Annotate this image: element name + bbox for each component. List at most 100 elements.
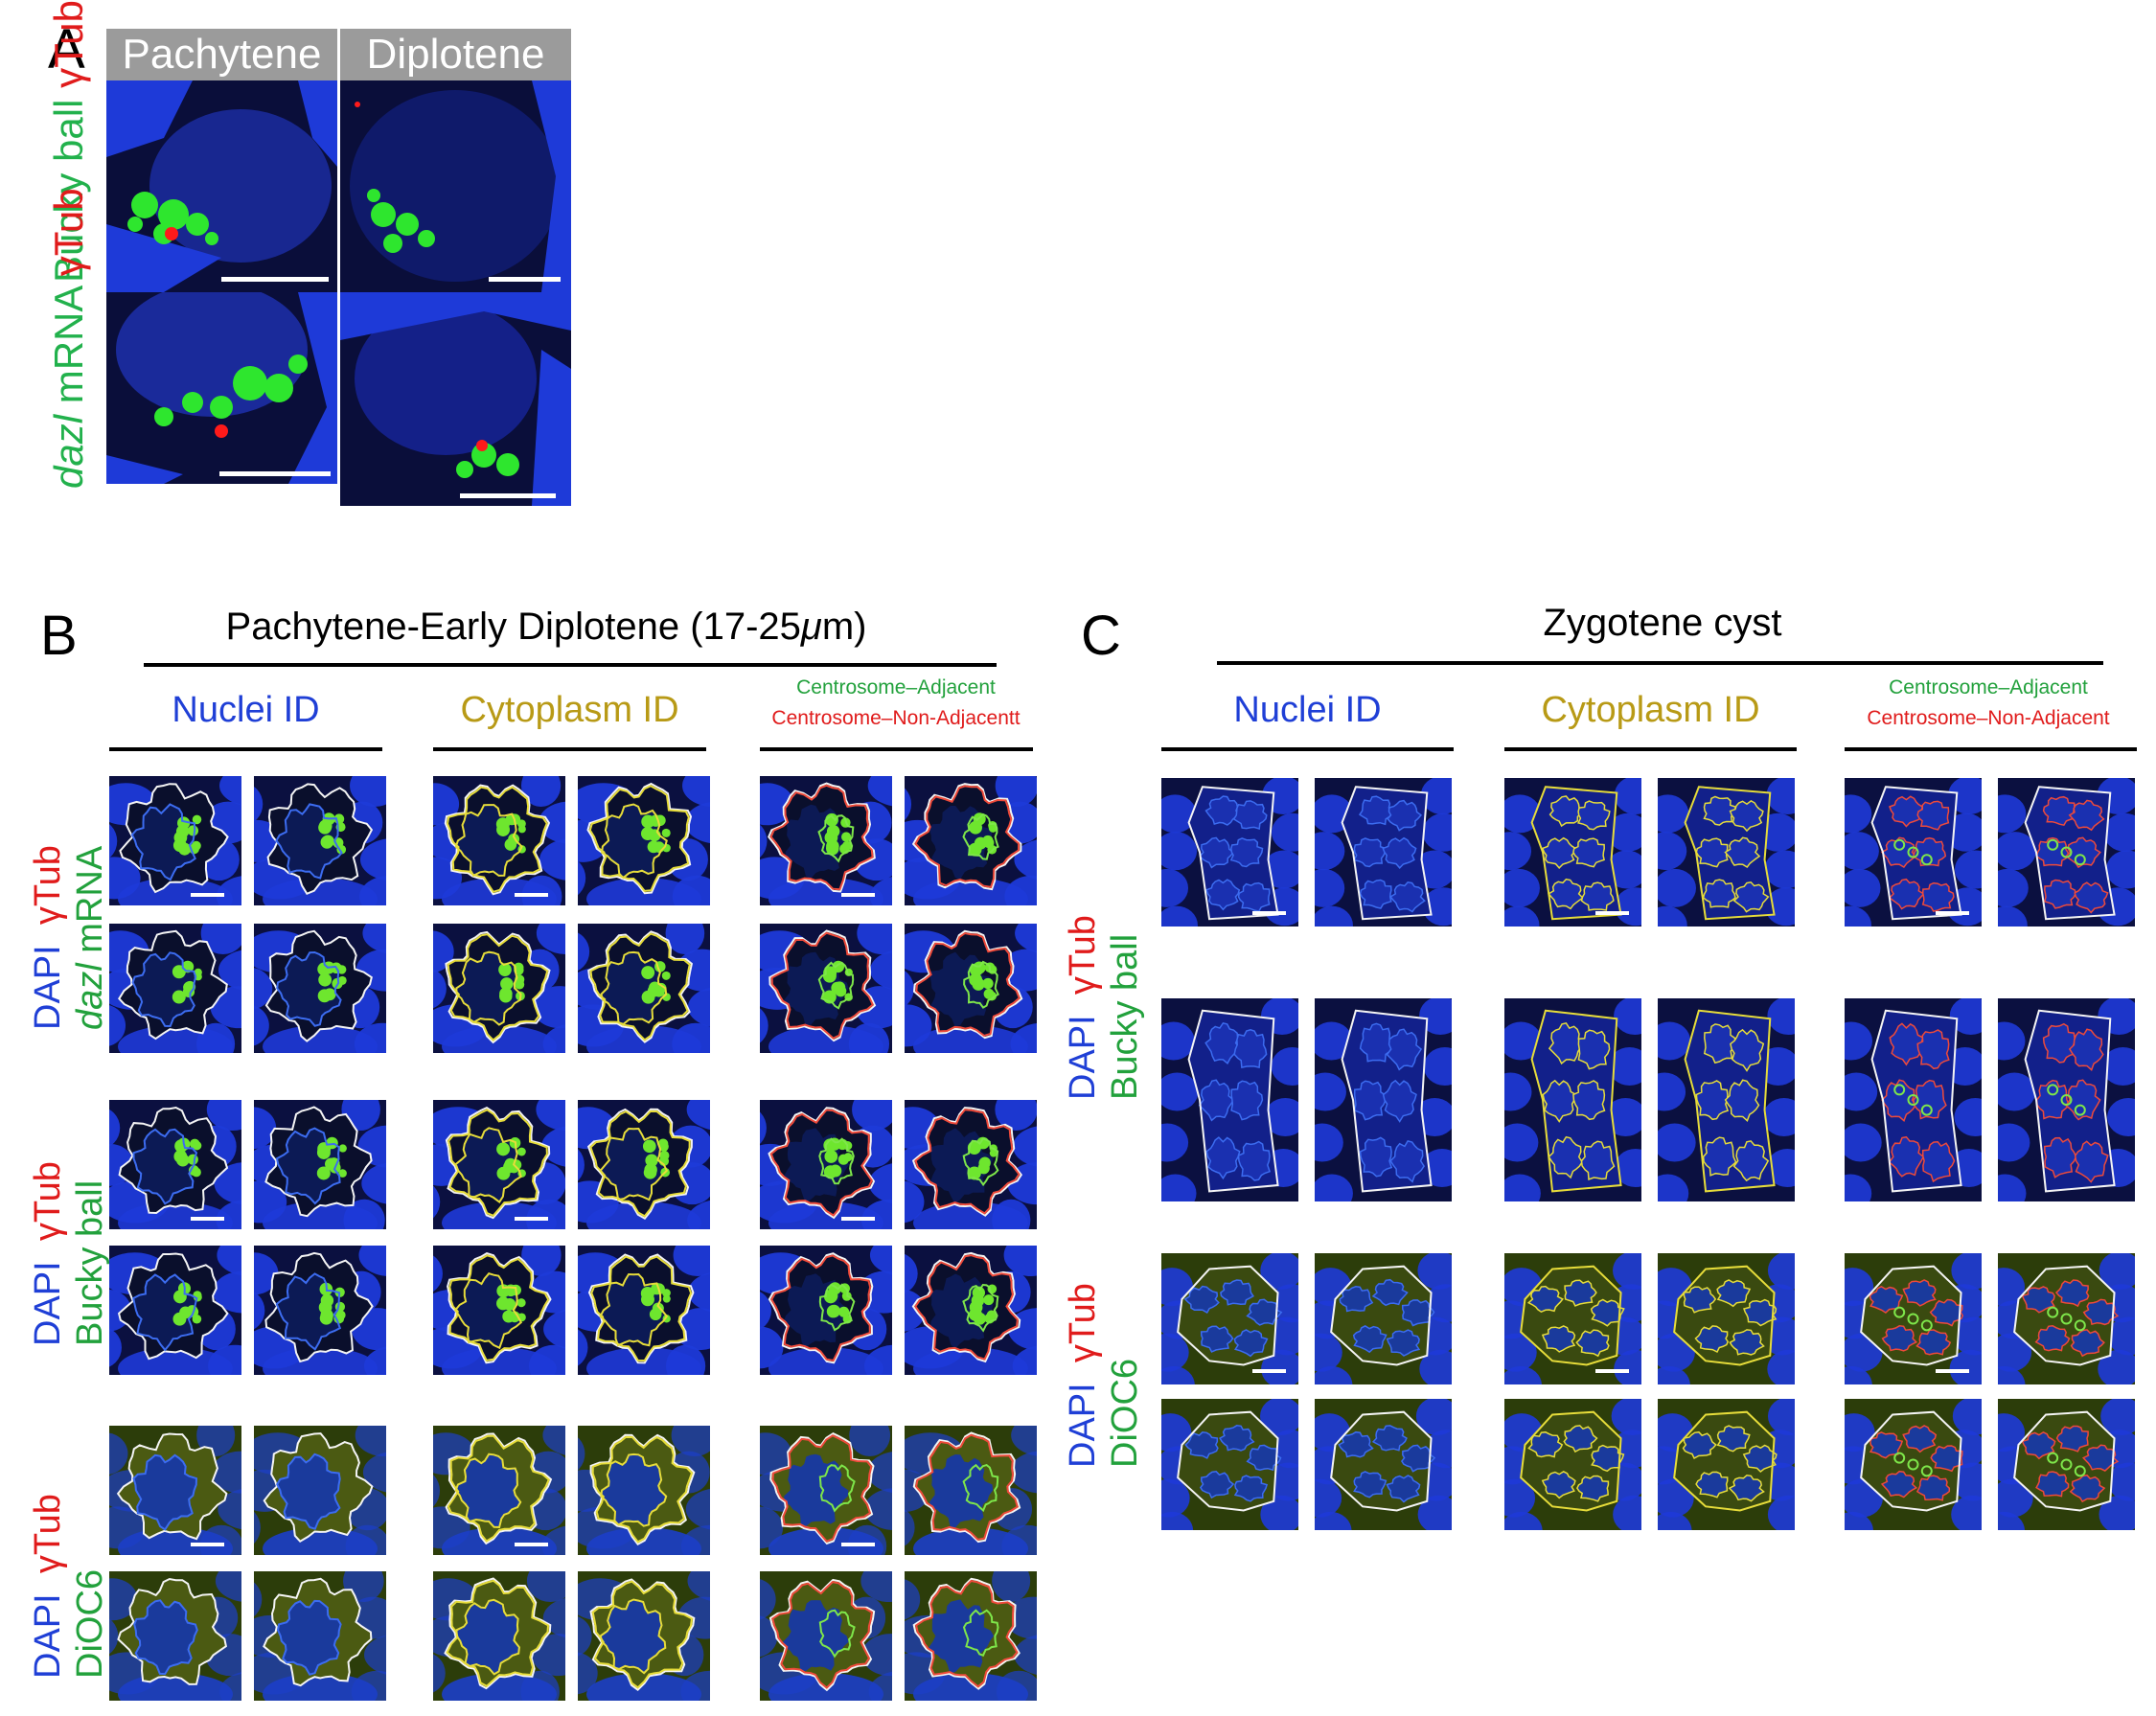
micrograph-tile [578,1246,710,1375]
micrograph-tile [578,1100,710,1229]
scale-bar [191,893,224,897]
micrograph-tile [433,1246,565,1375]
micrograph-tile [578,924,710,1053]
scale-bar [515,1217,548,1221]
micrograph-tile [1161,998,1298,1201]
panel-b-cytoplasm-title: Cytoplasm ID [460,690,679,730]
micrograph-tile [1998,1399,2135,1530]
micrograph-tile [1504,1253,1641,1384]
micrograph-tile [109,1246,241,1375]
micrograph-tile [433,1100,565,1229]
micrograph-tile [1315,998,1452,1201]
panel-c-dioc-row-label: DAPI γTub DiOC6 [1063,1283,1145,1468]
scale-bar [841,893,875,897]
micrograph-tile [760,1571,892,1701]
panel-b-title: Pachytene-Early Diplotene (17-25μm) [225,606,867,648]
micrograph-tile [1845,1399,1982,1530]
micrograph-a-diplotene-bucky [340,80,571,292]
micrograph-tile [1845,1253,1982,1384]
scale-bar [219,471,331,476]
panel-b-dazl-row-label: DAPI γTub dazl mRNA [28,845,110,1030]
micrograph-tile [254,1246,386,1375]
micrograph-tile [254,1100,386,1229]
panel-b-dioc-row-label: DAPI γTub DiOC6 [28,1494,110,1679]
scale-bar [1595,911,1629,915]
micrograph-tile [578,776,710,905]
panel-c-cytoplasm-title: Cytoplasm ID [1541,690,1760,730]
micrograph-tile [1998,1253,2135,1384]
micrograph-tile [433,924,565,1053]
micrograph-tile [905,1426,1037,1555]
micrograph-tile [254,1571,386,1701]
micrograph-tile [578,1571,710,1701]
micrograph-tile [905,924,1037,1053]
micrograph-tile [905,1571,1037,1701]
panel-c-title: Zygotene cyst [1543,602,1782,644]
micrograph-a-diplotene-dazl [340,292,571,506]
pachytene-header: Pachytene [106,29,337,80]
micrograph-a-pachytene-bucky [106,80,337,292]
panel-c-nonadjacent-title: Centrosome–Non-Adjacent [1867,707,2110,729]
scale-bar [1936,1369,1969,1373]
panel-b-centrosome-rule [760,747,1033,751]
micrograph-tile [1315,1399,1452,1530]
micrograph-tile [905,1100,1037,1229]
panel-c-adjacent-title: Centrosome–Adjacent [1889,676,2088,698]
micrograph-tile [1658,1399,1795,1530]
micrograph-tile [1998,778,2135,927]
micrograph-tile [1845,778,1982,927]
micrograph-tile [1504,778,1641,927]
scale-bar [221,277,329,282]
micrograph-tile [760,924,892,1053]
panel-c-bucky-row-label: DAPI γTub Bucky ball [1063,915,1145,1100]
panel-c-centrosome-rule [1845,747,2137,751]
panel-c-title-rule [1217,661,2103,665]
scale-bar [191,1217,224,1221]
micrograph-tile [1658,778,1795,927]
panel-c-nuclei-rule [1161,747,1454,751]
scale-bar [191,1543,224,1546]
micrograph-tile [109,924,241,1053]
micrograph-tile [109,1100,241,1229]
micrograph-tile [1161,1253,1298,1384]
micrograph-tile [760,776,892,905]
panel-b-adjacent-title: Centrosome–Adjacent [796,676,996,698]
micrograph-tile [1658,1253,1795,1384]
micrograph-a-pachytene-dazl [106,292,337,484]
micrograph-tile [433,1571,565,1701]
micrograph-tile [1161,778,1298,927]
micrograph-tile [905,1246,1037,1375]
scale-bar [1936,911,1969,915]
panel-b-title-rule [144,663,997,667]
scale-bar [515,1543,548,1546]
micrograph-tile [1161,1399,1298,1530]
micrograph-tile [109,1426,241,1555]
diplotene-header: Diplotene [340,29,571,80]
micrograph-tile [254,1426,386,1555]
panel-c-cytoplasm-rule [1504,747,1797,751]
micrograph-tile [1315,778,1452,927]
scale-bar [1252,911,1286,915]
scale-bar [460,493,556,498]
panel-c-letter: C [1081,605,1121,667]
panel-b-nuclei-rule [109,747,382,751]
panel-a-letter: A [48,18,85,80]
micrograph-tile [1504,998,1641,1201]
panel-c-nuclei-title: Nuclei ID [1233,690,1382,730]
scale-bar [515,893,548,897]
scale-bar [1595,1369,1629,1373]
scale-bar [841,1217,875,1221]
scale-bar [1252,1369,1286,1373]
micrograph-tile [1845,998,1982,1201]
panel-b-bucky-row-label: DAPI γTub Bucky ball [28,1161,110,1346]
micrograph-tile [254,776,386,905]
panel-b-cytoplasm-rule [433,747,706,751]
micrograph-tile [760,1100,892,1229]
micrograph-tile [1504,1399,1641,1530]
panel-b-nonadjacent-title: Centrosome–Non-Adjacentt [771,707,1021,729]
micrograph-tile [1998,998,2135,1201]
micrograph-tile [760,1246,892,1375]
micrograph-tile [433,776,565,905]
micrograph-tile [254,924,386,1053]
panel-a-row2-label: dazl mRNA γTub [46,188,91,489]
